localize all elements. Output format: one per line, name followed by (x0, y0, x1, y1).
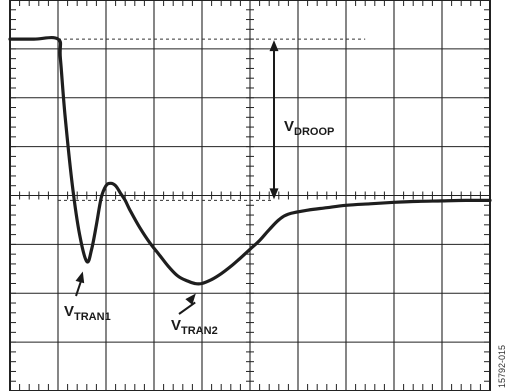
vtran1-label: VTRAN1 (64, 303, 111, 323)
droop-arrow (269, 40, 279, 200)
vtran1-arrow-shaft (75, 280, 83, 297)
vtran2-label: VTRAN2 (171, 317, 218, 337)
waveform-trace (8, 35, 492, 286)
vtran2-arrow-head (185, 293, 196, 305)
vtran2-arrow-shaft (178, 301, 196, 315)
figure-id: 15792-015 (497, 345, 507, 388)
vtran1-arrow-head (75, 271, 85, 284)
droop-arrow-head-up (269, 40, 279, 52)
vtran2-arrow (178, 293, 196, 315)
vtran1-arrow (75, 271, 85, 297)
vdroop-label: VDROOP (284, 118, 334, 138)
droop-arrow-head-down (269, 188, 279, 200)
reference-lines (58, 38, 366, 201)
grid (9, 0, 491, 391)
